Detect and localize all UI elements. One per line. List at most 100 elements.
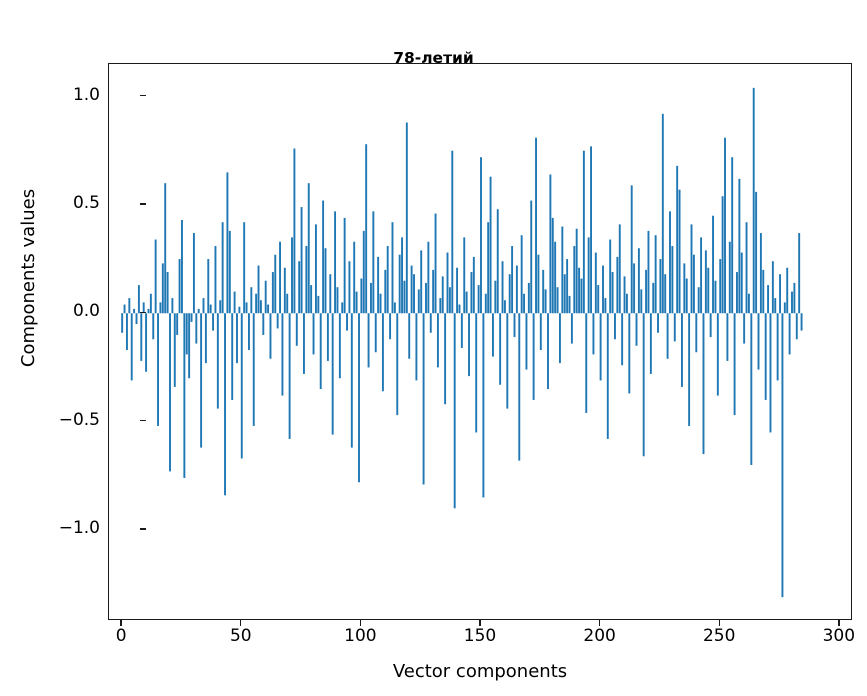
bar (267, 304, 270, 314)
bar (738, 178, 741, 314)
bar (625, 293, 628, 314)
bar (669, 211, 671, 314)
y-tick-label: 0.5 (72, 192, 100, 213)
bar (752, 87, 755, 314)
bar (690, 224, 693, 314)
bar (788, 313, 791, 355)
bar (628, 313, 631, 394)
bar (704, 250, 707, 314)
bar (688, 313, 691, 426)
y-tick-label: −1.0 (58, 517, 100, 538)
y-axis-label: Components values (18, 188, 39, 368)
bar (410, 265, 413, 314)
bar (231, 313, 234, 400)
bar (532, 313, 535, 400)
bar (367, 313, 370, 368)
bar (585, 313, 588, 413)
bar (657, 313, 659, 333)
bar (661, 113, 664, 314)
bar (793, 282, 796, 314)
bar (154, 239, 157, 314)
bar (279, 241, 281, 314)
y-tick-label: −0.5 (58, 409, 100, 430)
bar (707, 267, 710, 314)
bar (448, 287, 451, 314)
bar (176, 313, 179, 335)
bar (381, 313, 384, 392)
bar (602, 265, 604, 314)
bar (680, 313, 683, 387)
bar (527, 282, 530, 314)
bar (640, 289, 643, 314)
bar (547, 313, 549, 390)
bar (518, 313, 521, 461)
bar (372, 211, 375, 314)
x-tick-mark (359, 620, 362, 626)
bar (169, 313, 171, 472)
bar (422, 313, 425, 485)
x-tick-label: 250 (702, 626, 736, 646)
bar (647, 230, 650, 314)
x-tick-label: 0 (115, 626, 127, 646)
chart-title-line-1: 78-летий (393, 49, 474, 67)
bar (664, 274, 667, 314)
bar (544, 289, 547, 314)
bar (494, 280, 497, 314)
bar (137, 285, 140, 314)
bar (374, 313, 377, 353)
bar (733, 313, 736, 416)
bar-series (121, 87, 803, 598)
bar (554, 241, 557, 314)
bar (396, 313, 399, 416)
bar (446, 252, 449, 314)
bar (496, 209, 499, 314)
y-tick-mark (140, 528, 146, 530)
bar (535, 137, 537, 314)
bar (714, 280, 717, 314)
bar (606, 313, 609, 439)
y-tick-mark (140, 311, 146, 313)
bar (417, 289, 420, 314)
bar (413, 274, 415, 314)
bar (755, 191, 758, 314)
bar (212, 313, 215, 331)
bar (300, 207, 303, 314)
bar (712, 215, 714, 314)
bar (159, 302, 162, 314)
bar (401, 237, 404, 314)
bar (566, 259, 569, 314)
bar (798, 233, 801, 314)
bar (637, 248, 640, 314)
bar (594, 252, 597, 314)
bar (451, 150, 454, 314)
bar (551, 217, 554, 314)
bar (649, 313, 652, 374)
bar (133, 308, 136, 314)
bar (331, 313, 334, 435)
bar (563, 274, 566, 314)
bar (293, 148, 296, 314)
bar (477, 285, 480, 314)
bar (795, 313, 798, 340)
bar (365, 144, 368, 314)
bar (427, 241, 430, 314)
bar (470, 272, 473, 314)
bar (604, 298, 607, 314)
bar (558, 313, 561, 364)
bar (123, 304, 126, 314)
bar (322, 200, 325, 314)
bar (319, 313, 322, 390)
bar (472, 256, 475, 314)
bar (307, 183, 310, 314)
x-tick-label: 50 (229, 626, 252, 646)
bar (460, 313, 463, 348)
bar (757, 313, 760, 370)
bar (590, 146, 592, 314)
x-tick-label: 100 (344, 626, 377, 646)
bar (513, 313, 516, 338)
bar (190, 313, 193, 322)
bar (377, 256, 380, 314)
bar (350, 313, 353, 448)
